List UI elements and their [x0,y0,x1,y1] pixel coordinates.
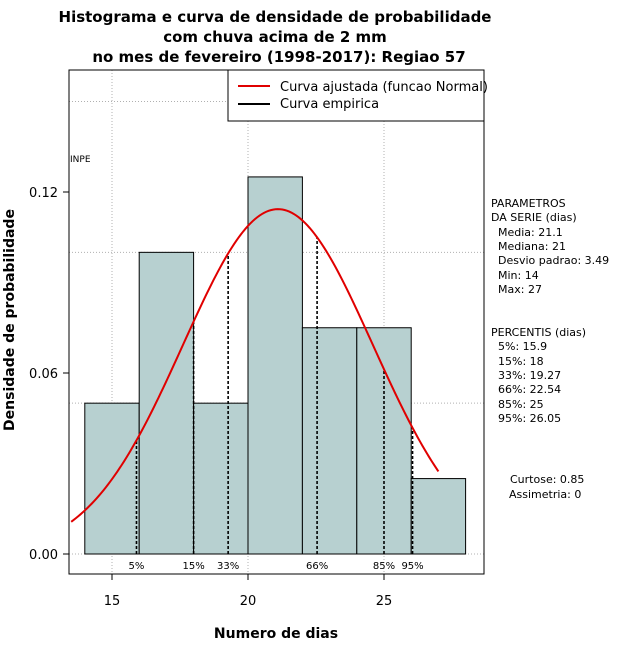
param-mediana: Mediana: 21 [498,240,566,253]
percentil-95: 95%: 26.05 [498,412,561,425]
percentile-lines [135,237,414,554]
chart-title-line-2: com chuva acima de 2 mm [163,28,387,46]
param-media: Media: 21.1 [498,226,563,239]
side-panel: PARAMETROS DA SERIE (dias) Media: 21.1 M… [491,197,609,501]
percentile-label-3: 33% [217,561,239,572]
y-tick-label: 0.12 [29,186,58,201]
percentile-label-1: 5% [129,561,145,572]
legend-label-empirical: Curva empirica [280,97,379,112]
params-heading-2: DA SERIE (dias) [491,211,577,224]
y-tick-label: 0.06 [29,367,58,382]
percentil-85: 85%: 25 [498,398,544,411]
histogram-bar-3 [193,402,249,555]
y-axis-title: Densidade de probabilidade [2,209,18,431]
inpe-watermark: INPE [70,155,91,165]
assimetria: Assimetria: 0 [509,488,581,501]
histogram-bar-2 [138,251,195,555]
histogram-bar-4 [247,176,303,555]
legend-box [227,69,485,122]
param-min: Min: 14 [498,269,539,282]
percentile-label-5: 85% [373,561,395,572]
x-axis: 15 20 25 [104,574,393,609]
x-axis-title: Numero de dias [214,626,338,642]
y-axis: 0.00 0.06 0.12 [29,186,69,563]
percentil-66: 66%: 22.54 [498,383,561,396]
params-heading-1: PARAMETROS [491,197,566,210]
percentile-label-2: 15% [182,561,204,572]
percentis-heading: PERCENTIS (dias) [491,326,586,339]
histogram-bars [84,176,467,555]
percentil-15: 15%: 18 [498,355,544,368]
param-max: Max: 27 [498,283,542,296]
histogram-bar-7 [410,478,467,555]
percentile-label-4: 66% [306,561,328,572]
legend-label-fit: Curva ajustada (funcao Normal) [280,80,488,95]
histogram-bar-5 [301,327,358,555]
percentile-labels: 5% 15% 33% 66% 85% 95% [129,561,424,572]
histogram-bar-6 [356,327,412,555]
x-tick-label: 25 [376,594,393,609]
legend: Curva ajustada (funcao Normal) Curva emp… [227,69,488,122]
x-tick-label: 20 [240,594,257,609]
y-tick-label: 0.00 [29,548,58,563]
x-tick-label: 15 [104,594,121,609]
curtose: Curtose: 0.85 [510,473,584,486]
param-desvio: Desvio padrao: 3.49 [498,254,609,267]
chart-title-line-1: Histograma e curva de densidade de proba… [59,8,492,26]
percentil-33: 33%: 19.27 [498,369,561,382]
normal-fit-curve [70,208,440,523]
percentil-5: 5%: 15.9 [498,340,547,353]
percentile-label-6: 95% [401,561,423,572]
chart-title-line-3: no mes de fevereiro (1998-2017): Regiao … [92,48,465,66]
